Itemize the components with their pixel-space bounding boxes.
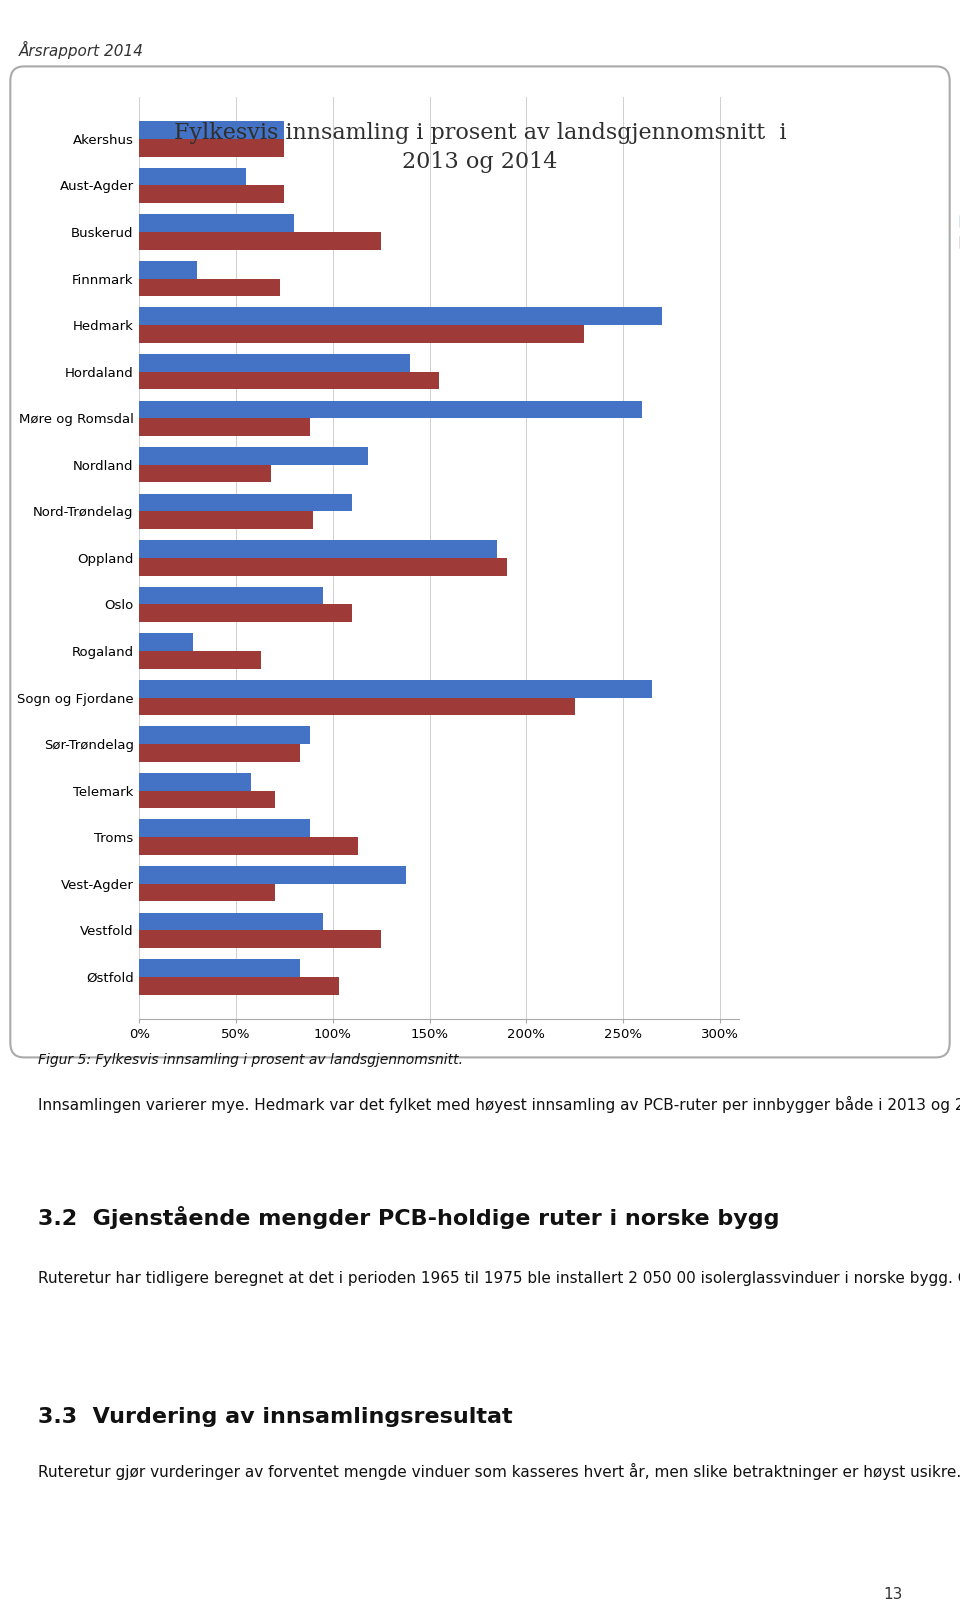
Bar [139,419,309,437]
Text: Ruteretur gjør vurderinger av forventet mengde vinduer som kasseres hvert år, me: Ruteretur gjør vurderinger av forventet … [38,1463,960,1481]
Bar [139,260,197,278]
Bar [139,977,339,994]
Bar [139,493,352,511]
Bar [139,354,410,372]
Bar [139,121,284,139]
Bar [139,697,575,715]
Bar [139,325,585,343]
Bar [139,838,358,855]
Text: 13: 13 [883,1586,902,1602]
Bar [139,215,294,231]
Bar [139,605,352,623]
Bar [139,912,324,930]
Bar [139,679,652,697]
Bar [139,773,252,791]
Bar [139,791,275,808]
Bar [139,278,280,296]
Text: 3.3  Vurdering av innsamlingsresultat: 3.3 Vurdering av innsamlingsresultat [38,1407,513,1426]
Bar [139,587,324,605]
Bar [139,867,406,884]
Bar [139,446,368,464]
Bar [139,139,284,157]
Bar [139,726,309,744]
Bar [139,372,439,390]
Bar [139,959,300,977]
Text: Figur 5: Fylkesvis innsamling i prosent av landsgjennomsnitt.: Figur 5: Fylkesvis innsamling i prosent … [38,1053,464,1067]
Bar [139,634,193,652]
Text: 3.2  Gjenstående mengder PCB-holdige ruter i norske bygg: 3.2 Gjenstående mengder PCB-holdige rute… [38,1206,780,1229]
Bar [139,652,261,669]
Bar [139,744,300,762]
Bar [139,231,381,249]
Text: Årsrapport 2014: Årsrapport 2014 [19,40,144,60]
FancyBboxPatch shape [11,66,949,1058]
Bar [139,820,309,838]
Bar [139,930,381,948]
Bar [139,307,661,325]
Bar [139,186,284,204]
Text: Ruteretur har tidligere beregnet at det i perioden 1965 til 1975 ble installert : Ruteretur har tidligere beregnet at det … [38,1269,960,1287]
Bar [139,540,497,558]
Text: Fylkesvis innsamling i prosent av landsgjennomsnitt  i
2013 og 2014: Fylkesvis innsamling i prosent av landsg… [174,121,786,173]
Bar [139,168,246,186]
Bar [139,884,275,901]
Bar [139,511,313,529]
Text: Innsamlingen varierer mye. Hedmark var det fylket med høyest innsamling av PCB-r: Innsamlingen varierer mye. Hedmark var d… [38,1096,960,1114]
Bar [139,558,507,576]
Bar [139,401,642,419]
Bar [139,464,271,482]
